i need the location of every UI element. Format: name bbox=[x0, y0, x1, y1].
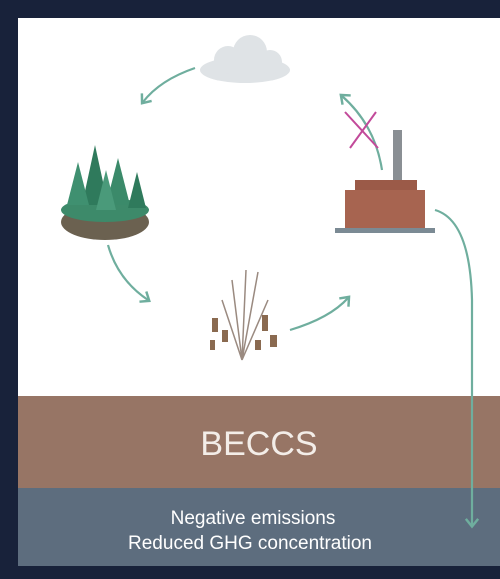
diagram: BECCS Negative emissions Reduced GHG con… bbox=[0, 0, 500, 579]
caption-line: Reduced GHG concentration bbox=[128, 533, 372, 554]
process-label: BECCS bbox=[200, 425, 317, 463]
page: {"diagram": {"label": "BECCS", "caption"… bbox=[0, 0, 500, 579]
caption-line: Negative emissions bbox=[171, 508, 336, 529]
